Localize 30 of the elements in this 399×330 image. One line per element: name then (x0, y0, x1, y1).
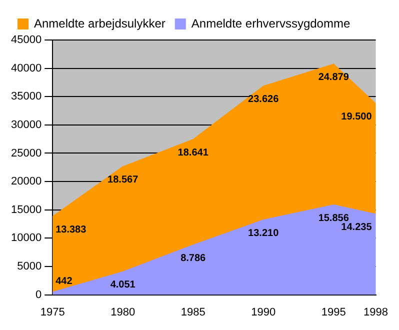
x-tick-label: 1990 (251, 306, 276, 318)
y-tick-label: 40000 (10, 62, 42, 74)
data-label: 24.879 (318, 72, 350, 83)
data-label: 13.210 (248, 228, 280, 239)
y-tick-label: 30000 (10, 118, 42, 131)
legend-label: Anmeldte erhvervssygdomme (191, 16, 350, 30)
data-label: 19.500 (341, 112, 372, 123)
data-label: 13.383 (56, 224, 87, 236)
y-tick-label: 0 (35, 288, 42, 301)
y-tick-label: 45000 (10, 34, 42, 46)
data-label: 4.051 (110, 280, 136, 291)
data-label: 15.856 (318, 212, 350, 224)
y-tick-label: 15000 (10, 204, 42, 216)
legend-label: Anmeldte arbejdsulykker (34, 16, 166, 30)
y-tick-label: 10000 (10, 232, 42, 244)
x-tick-label: 1975 (40, 306, 65, 318)
data-label: 23.626 (248, 94, 280, 105)
data-label: 8.786 (180, 252, 206, 264)
y-tick-label: 25000 (10, 147, 42, 160)
y-tick-label: 20000 (10, 176, 42, 188)
x-tick-label: 1995 (321, 306, 346, 318)
data-label: 14.235 (341, 222, 372, 233)
data-label: 442 (56, 276, 73, 288)
y-tick-label: 35000 (10, 90, 42, 103)
x-tick-label: 1998 (364, 306, 388, 318)
data-label: 18.641 (178, 147, 209, 158)
x-tick-label: 1980 (110, 306, 136, 318)
x-tick-label: 1985 (180, 306, 206, 318)
y-tick-label: 5000 (17, 260, 42, 273)
data-label: 18.567 (108, 174, 139, 186)
